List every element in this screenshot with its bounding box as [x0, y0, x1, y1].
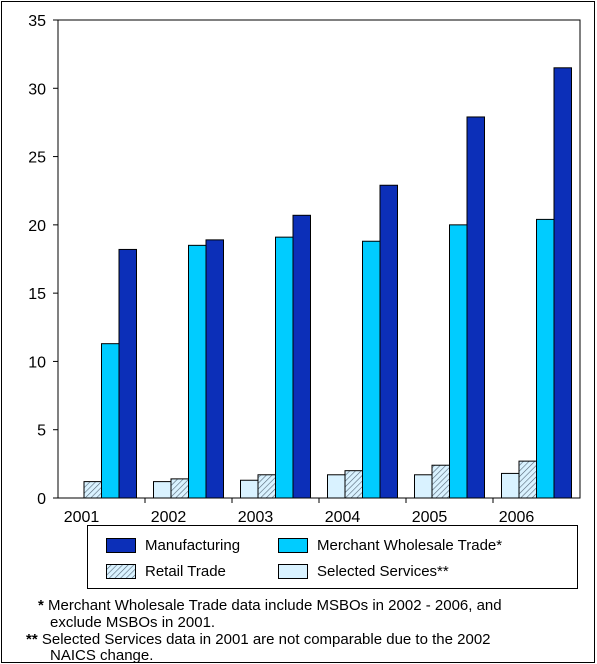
y-tick-label: 30 — [28, 81, 46, 98]
bar-selected-services-2003 — [240, 479, 259, 499]
x-tick-label: 2003 — [238, 509, 274, 526]
legend-item-retail-trade: Retail Trade — [106, 561, 226, 581]
footnote-2: ** Selected Services data in 2001 are no… — [26, 631, 491, 648]
bar-retail-trade-2004 — [344, 470, 363, 499]
x-tick-label: 2006 — [499, 509, 535, 526]
chart-legend: Manufacturing Merchant Wholesale Trade* … — [87, 525, 578, 589]
footnote-1-mark: * — [38, 597, 44, 614]
bar-merchant-wholesale-trade-2003 — [275, 236, 294, 499]
legend-label-merchant-wholesale: Merchant Wholesale Trade* — [317, 536, 503, 554]
bar-merchant-wholesale-trade-2006 — [536, 218, 555, 499]
bar-selected-services-2002 — [153, 481, 172, 499]
y-tick-label: 10 — [28, 354, 46, 371]
legend-label-retail-trade: Retail Trade — [145, 562, 226, 580]
y-tick-label: 0 — [37, 491, 46, 508]
footnote-2-continued: NAICS change. — [50, 647, 153, 664]
bar-manufacturing-2006 — [553, 67, 572, 499]
bar-merchant-wholesale-trade-2001 — [101, 343, 120, 499]
footnote-1: * Merchant Wholesale Trade data include … — [38, 597, 502, 614]
footnote-1-text: Merchant Wholesale Trade data include MS… — [48, 597, 502, 614]
footnote-2-mark: ** — [26, 631, 38, 648]
bar-merchant-wholesale-trade-2005 — [449, 224, 468, 499]
x-tick-label: 2001 — [64, 509, 100, 526]
legend-item-merchant-wholesale: Merchant Wholesale Trade* — [278, 535, 502, 555]
y-tick-label: 25 — [28, 150, 46, 167]
legend-swatch-retail-trade — [106, 563, 136, 579]
bar-retail-trade-2001 — [83, 481, 102, 499]
legend-swatch-merchant-wholesale — [278, 537, 308, 553]
bar-selected-services-2004 — [327, 474, 346, 499]
legend-swatch-selected-services — [278, 563, 308, 579]
y-tick-label: 5 — [37, 423, 46, 440]
bar-retail-trade-2005 — [431, 464, 450, 499]
y-tick-label: 20 — [28, 218, 46, 235]
bar-merchant-wholesale-trade-2002 — [188, 244, 207, 499]
y-tick-label: 15 — [28, 286, 46, 303]
footnote-1-continued: exclude MSBOs in 2001. — [50, 614, 215, 631]
x-tick-label: 2004 — [325, 509, 361, 526]
bar-manufacturing-2001 — [118, 248, 137, 499]
x-tick-label: 2002 — [151, 509, 187, 526]
legend-label-selected-services: Selected Services** — [317, 562, 449, 580]
x-tick-label: 2005 — [412, 509, 448, 526]
bar-manufacturing-2003 — [292, 214, 311, 499]
footnote-2-text: Selected Services data in 2001 are not c… — [41, 631, 491, 648]
bar-retail-trade-2003 — [257, 474, 276, 499]
bar-manufacturing-2005 — [466, 116, 485, 499]
legend-item-selected-services: Selected Services** — [278, 561, 449, 581]
footnote-1-text-cont: exclude MSBOs in 2001. — [50, 614, 216, 631]
bar-retail-trade-2006 — [518, 460, 537, 499]
bar-selected-services-2005 — [414, 474, 433, 499]
legend-item-manufacturing: Manufacturing — [106, 535, 240, 555]
y-tick-label: 35 — [28, 13, 46, 30]
bar-retail-trade-2002 — [170, 478, 189, 499]
legend-label-manufacturing: Manufacturing — [145, 536, 241, 554]
legend-swatch-manufacturing — [106, 537, 136, 553]
footnote-2-text-cont: NAICS change. — [50, 647, 154, 664]
bar-manufacturing-2004 — [379, 184, 398, 499]
bar-merchant-wholesale-trade-2004 — [362, 240, 381, 499]
bar-selected-services-2006 — [501, 472, 520, 499]
bar-manufacturing-2002 — [205, 239, 224, 499]
